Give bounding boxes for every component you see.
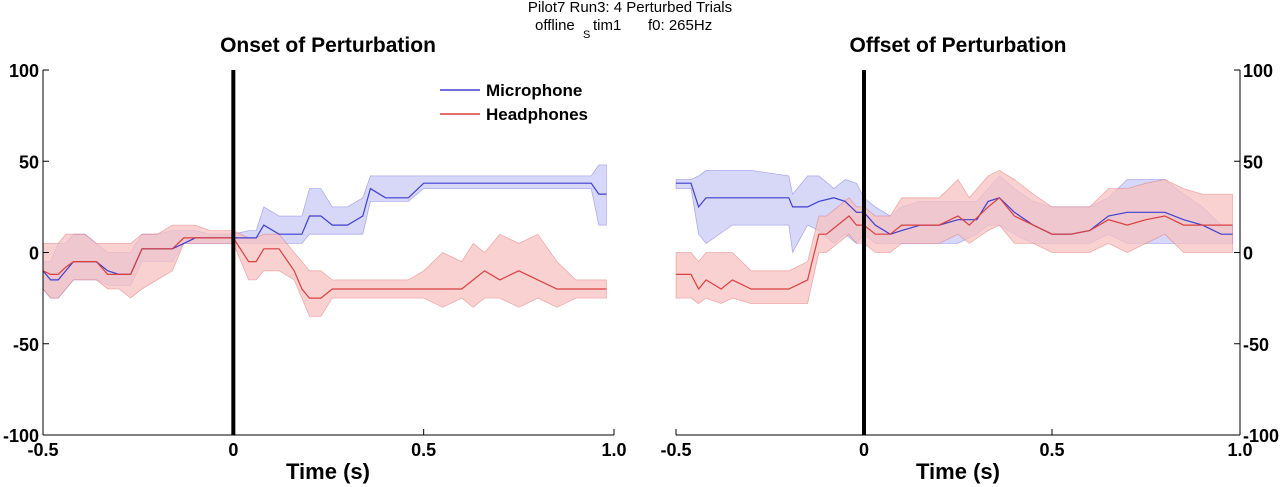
offset-x-ticks: -0.5 0 0.5 1.0 — [660, 429, 1253, 460]
onset-panel-title: Onset of Perturbation — [220, 34, 436, 57]
offset-lines — [676, 182, 1233, 291]
onset-y-tick-label: -100 — [3, 426, 39, 446]
onset-lines — [42, 182, 607, 299]
onset-x-ticks: -0.5 0 0.5 1.0 — [27, 429, 627, 460]
figure-title-line2-subscript: S — [583, 29, 590, 41]
onset-x-tick-label: 1.0 — [601, 440, 626, 460]
onset-x-axis-label: Time (s) — [286, 459, 370, 484]
onset-x-tick-label: -0.5 — [27, 440, 58, 460]
figure-title-line2-prefix: offline — [535, 17, 575, 34]
offset-y-tick-label: 50 — [1243, 152, 1263, 172]
offset-panel: Offset of Perturbation -100 -50 0 50 100 -0.… — [660, 34, 1279, 484]
offset-x-tick-label: 0 — [859, 440, 869, 460]
onset-y-tick-label: 50 — [19, 152, 39, 172]
onset-y-tick-label: 100 — [9, 61, 39, 81]
figure-title: Pilot7 Run3: 4 Perturbed Trials — [528, 0, 732, 16]
offset-y-ticks: -100 -50 0 50 100 — [1234, 61, 1279, 446]
onset-x-tick-label: 0.5 — [411, 440, 436, 460]
offset-bands — [675, 169, 1233, 305]
offset-y-tick-label: -50 — [1243, 335, 1269, 355]
offset-y-tick-label: -100 — [1243, 426, 1279, 446]
offset-x-tick-label: 0.5 — [1039, 440, 1064, 460]
onset-y-ticks: -100 -50 0 50 100 — [3, 61, 49, 446]
onset-headphones-line — [42, 237, 607, 299]
figure-title-line2-suffix: f0: 265Hz — [648, 17, 712, 34]
offset-x-tick-label: 1.0 — [1227, 440, 1252, 460]
onset-bands — [42, 164, 607, 317]
legend-headphones-label: Headphones — [486, 105, 588, 124]
offset-panel-title: Offset of Perturbation — [849, 34, 1066, 57]
onset-x-tick-label: 0 — [228, 440, 238, 460]
onset-microphone-line — [42, 182, 607, 281]
legend-microphone-label: Microphone — [486, 81, 582, 100]
offset-x-axis-label: Time (s) — [916, 459, 1000, 484]
onset-y-tick-label: 0 — [29, 244, 39, 264]
legend: Microphone Headphones — [440, 81, 588, 124]
offset-headphones-band — [675, 169, 1233, 305]
offset-y-tick-label: 100 — [1243, 61, 1273, 81]
offset-x-tick-label: -0.5 — [660, 440, 691, 460]
onset-y-tick-label: -50 — [13, 335, 39, 355]
figure-title-line2-mid: tim1 — [593, 17, 621, 34]
offset-headphones-line — [676, 196, 1233, 291]
onset-panel: Onset of Perturbation -100 -50 0 50 100 -0.5… — [3, 34, 627, 484]
offset-y-tick-label: 0 — [1243, 244, 1253, 264]
onset-headphones-band — [42, 224, 607, 317]
